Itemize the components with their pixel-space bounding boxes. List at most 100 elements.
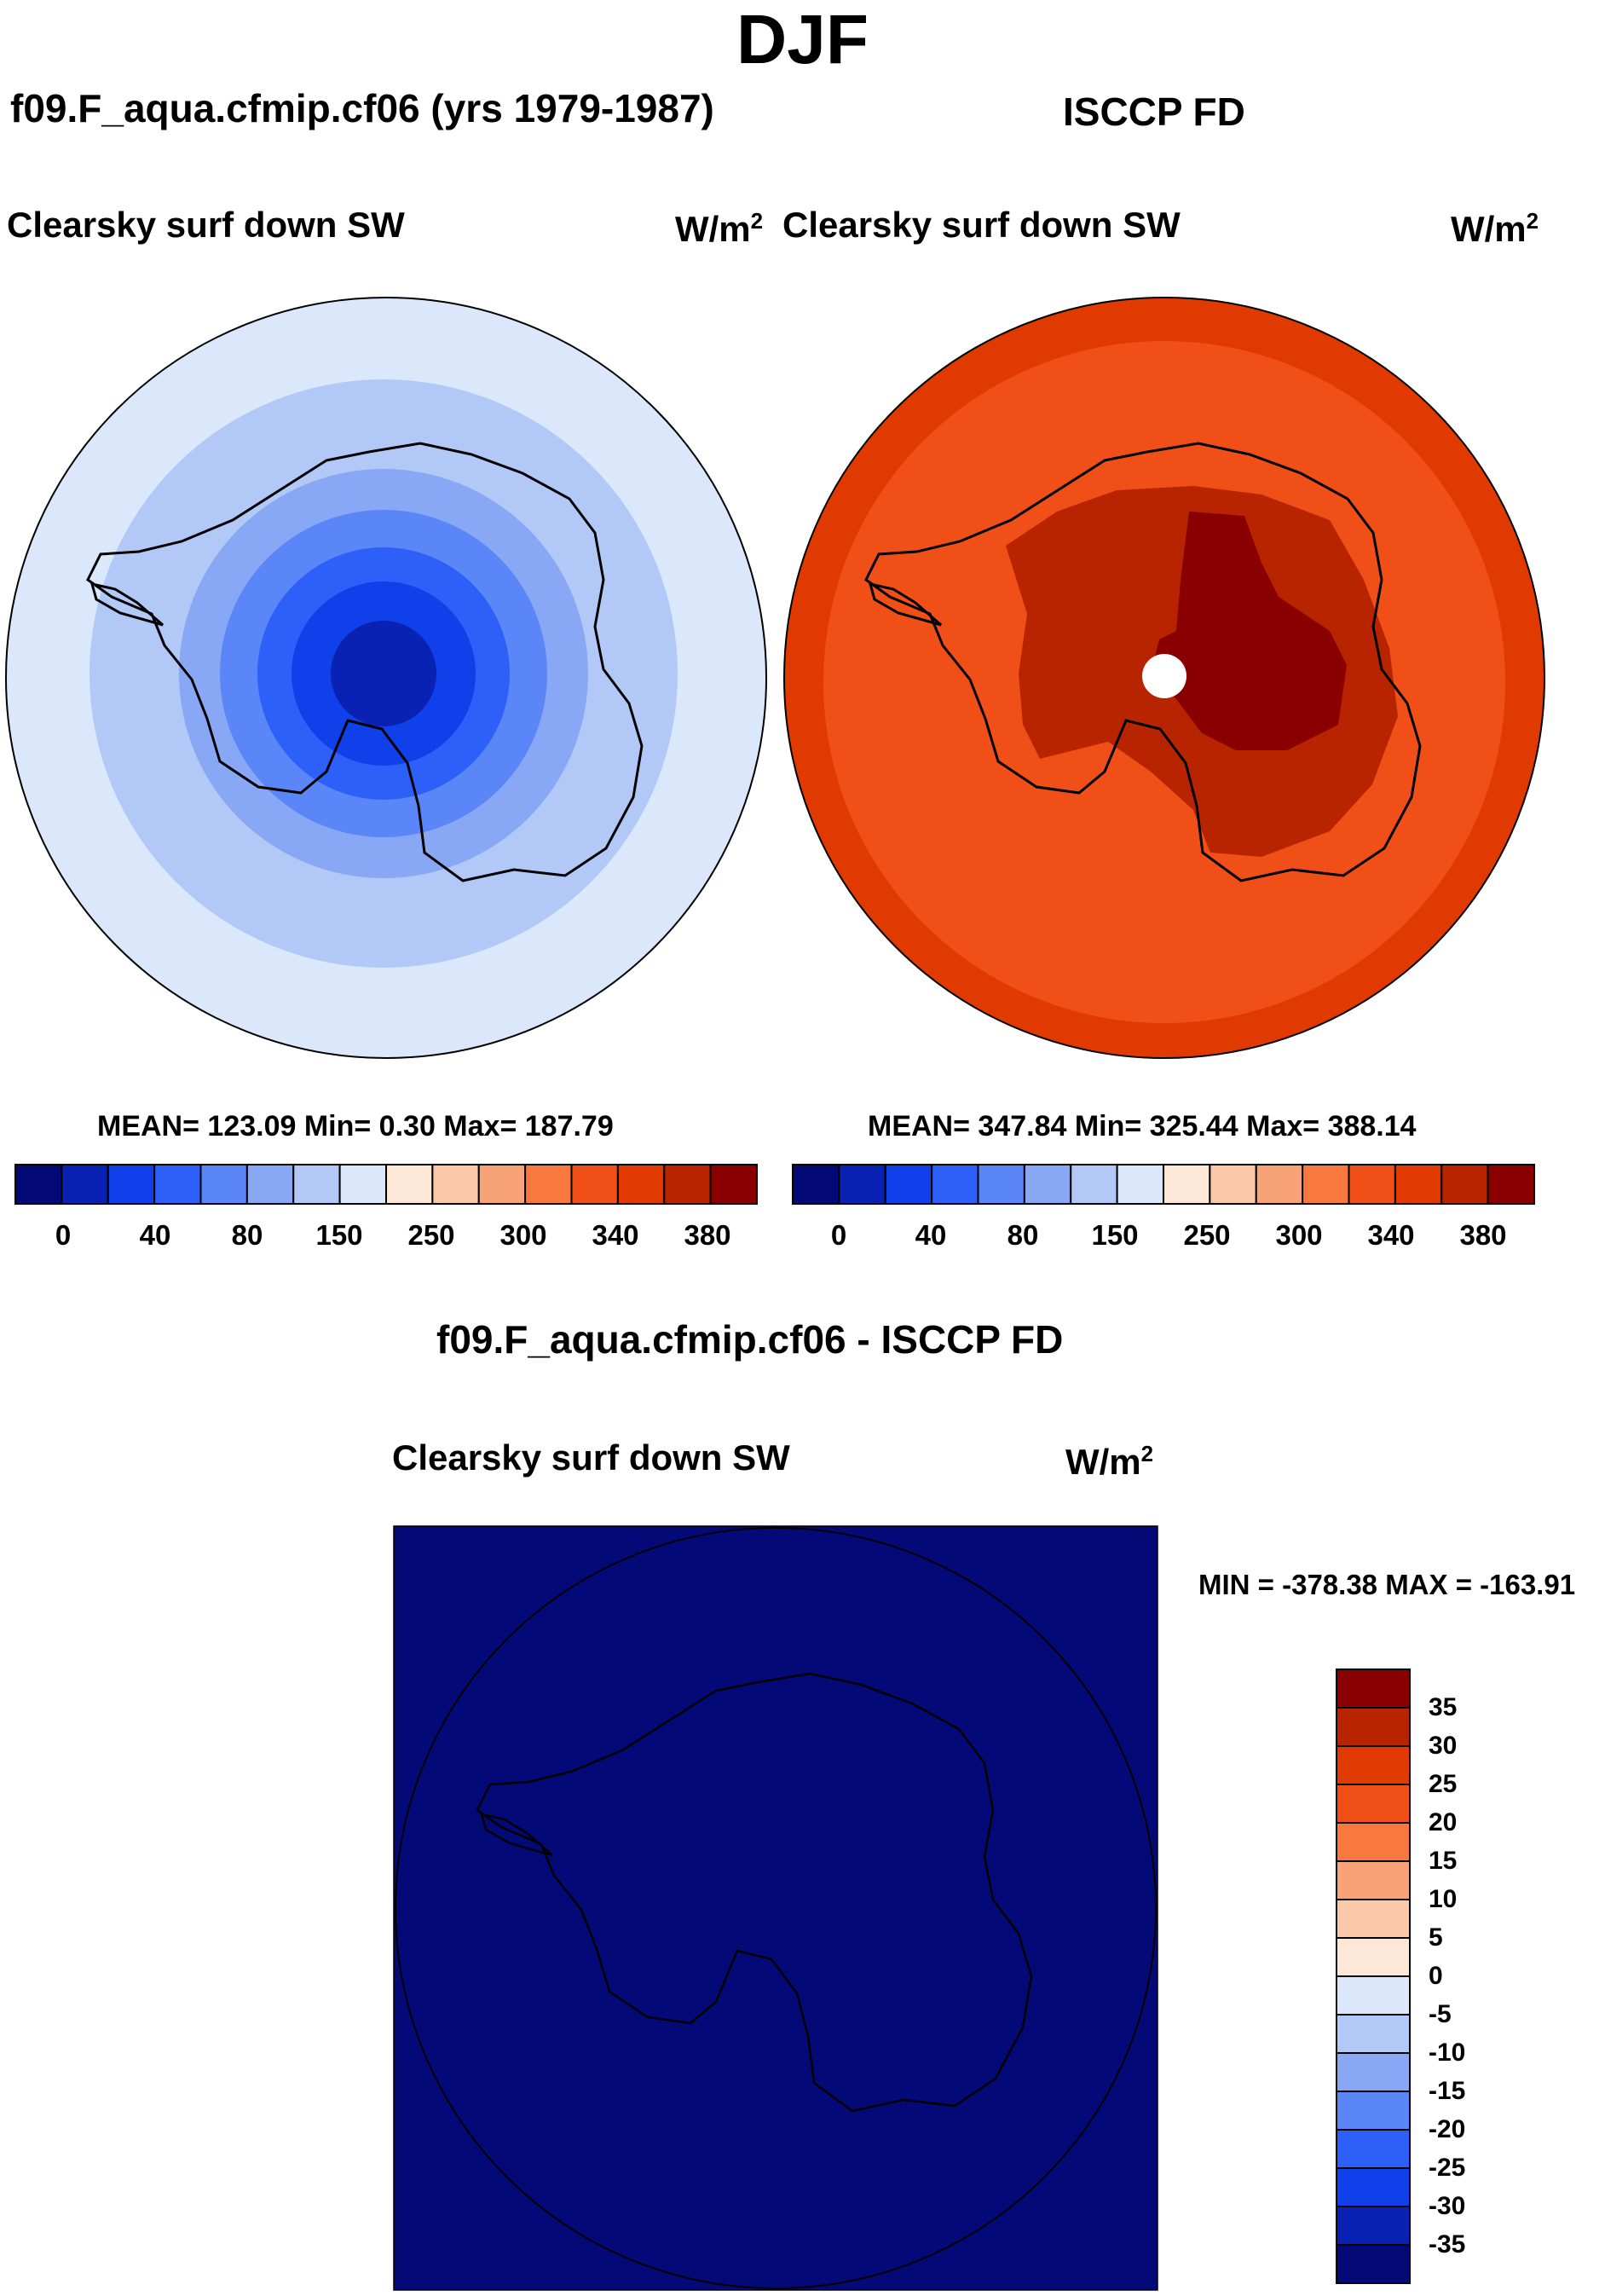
colorbar-box	[1336, 2206, 1411, 2246]
obs-tick-label: 300	[1275, 1219, 1323, 1251]
model-tick-label: 150	[315, 1219, 363, 1251]
colorbar-box	[838, 1164, 886, 1205]
obs-stats: MEAN= 347.84 Min= 325.44 Max= 388.14	[868, 1110, 1417, 1142]
diff-tick-label: 0	[1429, 1962, 1443, 1990]
model-contour-band	[331, 621, 436, 726]
diff-tick-label: 35	[1429, 1693, 1458, 1721]
obs-colorbar	[792, 1164, 1535, 1205]
model-colorbar	[14, 1164, 758, 1205]
diff-variable-label: Clearsky surf down SW	[392, 1437, 790, 1478]
colorbar-box	[431, 1164, 480, 1205]
colorbar-box	[1302, 1164, 1350, 1205]
obs-antarctica-coastline	[864, 442, 1422, 882]
colorbar-box	[1394, 1164, 1443, 1205]
diff-tick-label: -20	[1429, 2115, 1466, 2143]
colorbar-box	[1440, 1164, 1489, 1205]
diff-tick-label: -5	[1429, 2000, 1452, 2028]
obs-tick-label: 150	[1091, 1219, 1139, 1251]
colorbar-box	[524, 1164, 573, 1205]
model-tick-label: 40	[139, 1219, 171, 1251]
colorbar-box	[1336, 1784, 1411, 1824]
diff-tick-label: 10	[1429, 1885, 1458, 1913]
obs-tick-label: 250	[1183, 1219, 1231, 1251]
model-units: W/m2	[675, 208, 764, 249]
model-tick-label: 250	[407, 1219, 455, 1251]
diff-colorbar	[1336, 1669, 1411, 2284]
diff-tick-label: 25	[1429, 1770, 1458, 1798]
colorbar-box	[107, 1164, 156, 1205]
diff-tick-label: -10	[1429, 2039, 1466, 2067]
colorbar-box	[385, 1164, 434, 1205]
model-tick-label: 0	[55, 1219, 72, 1251]
colorbar-box	[1336, 1975, 1411, 2016]
diff-tick-label: 15	[1429, 1847, 1458, 1875]
obs-polar-map	[783, 297, 1545, 1059]
colorbar-box	[1336, 1669, 1411, 1709]
diff-tick-label: 30	[1429, 1732, 1458, 1760]
diff-tick-label: 20	[1429, 1808, 1458, 1836]
figure-season-title: DJF	[736, 1, 869, 78]
colorbar-box	[338, 1164, 387, 1205]
model-map-border	[5, 297, 767, 1059]
diff-stats: MIN = -378.38 MAX = -163.91	[1198, 1569, 1576, 1600]
colorbar-box	[1336, 1745, 1411, 1785]
diff-tick-label: -30	[1429, 2192, 1466, 2220]
obs-map-border	[783, 297, 1545, 1059]
obs-tick-label: 0	[830, 1219, 847, 1251]
diff-polar-map	[393, 1525, 1158, 2291]
colorbar-box	[1336, 1822, 1411, 1862]
model-tick-label: 340	[592, 1219, 639, 1251]
colorbar-box	[792, 1164, 840, 1205]
colorbar-box	[153, 1164, 202, 1205]
colorbar-box	[1336, 2167, 1411, 2207]
colorbar-box	[1336, 2052, 1411, 2092]
diff-map-field	[393, 1525, 1158, 2291]
colorbar-box	[1336, 1899, 1411, 1939]
obs-tick-label: 40	[915, 1219, 947, 1251]
colorbar-box	[1348, 1164, 1396, 1205]
colorbar-box	[1070, 1164, 1118, 1205]
colorbar-box	[1336, 2091, 1411, 2131]
colorbar-box	[245, 1164, 295, 1205]
colorbar-box	[292, 1164, 341, 1205]
colorbar-box	[570, 1164, 619, 1205]
obs-missing-pole	[1142, 654, 1186, 698]
colorbar-box	[1336, 1860, 1411, 1900]
model-antarctica-coastline	[86, 442, 644, 882]
colorbar-box	[61, 1164, 109, 1205]
colorbar-box	[1336, 1707, 1411, 1747]
colorbar-box	[1336, 1937, 1411, 1977]
obs-tick-label: 340	[1367, 1219, 1415, 1251]
colorbar-box	[477, 1164, 527, 1205]
diff-tick-label: 5	[1429, 1923, 1443, 1952]
colorbar-box	[931, 1164, 979, 1205]
colorbar-box	[1487, 1164, 1535, 1205]
diff-tick-label: -15	[1429, 2077, 1466, 2105]
colorbar-box	[1023, 1164, 1072, 1205]
model-variable-label: Clearsky surf down SW	[7, 205, 405, 245]
colorbar-box	[709, 1164, 758, 1205]
diff-map-border	[395, 1527, 1157, 2289]
obs-tick-label: 80	[1007, 1219, 1039, 1251]
model-stats: MEAN= 123.09 Min= 0.30 Max= 187.79	[97, 1110, 614, 1142]
obs-variable-label: Clearsky surf down SW	[782, 205, 1181, 245]
colorbar-box	[1116, 1164, 1164, 1205]
colorbar-box	[1336, 2244, 1411, 2284]
model-tick-label: 300	[499, 1219, 547, 1251]
diff-panel-title: f09.F_aqua.cfmip.cf06 - ISCCP FD	[436, 1317, 1064, 1362]
colorbar-box	[663, 1164, 712, 1205]
colorbar-box	[1255, 1164, 1304, 1205]
obs-tick-label: 380	[1459, 1219, 1507, 1251]
colorbar-box	[1336, 2129, 1411, 2169]
colorbar-box	[199, 1164, 248, 1205]
obs-panel-title: ISCCP FD	[1063, 90, 1245, 134]
model-panel-title: f09.F_aqua.cfmip.cf06 (yrs 1979-1987)	[10, 86, 714, 130]
model-tick-label: 80	[231, 1219, 263, 1251]
colorbar-box	[977, 1164, 1025, 1205]
diff-tick-label: -35	[1429, 2230, 1466, 2258]
model-polar-map	[5, 297, 767, 1059]
colorbar-box	[1336, 2014, 1411, 2054]
colorbar-box	[884, 1164, 933, 1205]
diff-units: W/m2	[1065, 1441, 1154, 1482]
